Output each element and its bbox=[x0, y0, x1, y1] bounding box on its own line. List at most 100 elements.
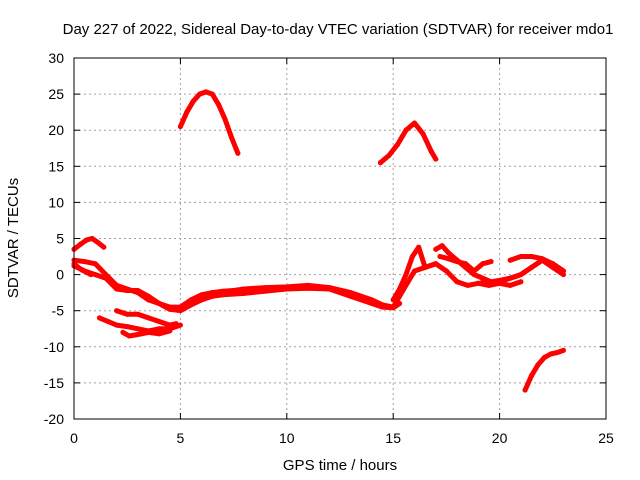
data-point bbox=[529, 373, 534, 379]
data-point bbox=[173, 321, 179, 327]
data-point bbox=[84, 269, 90, 275]
data-point bbox=[386, 153, 392, 158]
data-point bbox=[465, 282, 471, 288]
y-axis-label: SDTVAR / TECUs bbox=[5, 178, 22, 298]
data-point bbox=[529, 264, 534, 270]
data-point bbox=[209, 91, 215, 97]
data-point bbox=[75, 264, 81, 270]
data-point bbox=[177, 322, 183, 328]
y-tick-label: 30 bbox=[48, 50, 64, 66]
data-point bbox=[507, 282, 513, 288]
data-point bbox=[229, 134, 234, 140]
data-point bbox=[439, 243, 445, 249]
data-point bbox=[403, 272, 409, 278]
data-point bbox=[167, 306, 173, 312]
ticks: 0 5 10 15 20 25 -20 -15 -10 -5 0 5 10 15 20 25 30 bbox=[44, 50, 614, 446]
data-point bbox=[167, 322, 173, 328]
data-point bbox=[412, 120, 417, 126]
data-point bbox=[209, 293, 215, 299]
data-point bbox=[135, 332, 141, 337]
data-point bbox=[177, 308, 183, 314]
x-tick-label: 20 bbox=[492, 430, 508, 446]
y-tick-label: -10 bbox=[44, 339, 64, 355]
data-point bbox=[114, 308, 120, 314]
data-point bbox=[539, 256, 545, 262]
data-point bbox=[403, 127, 409, 133]
data-point bbox=[94, 239, 100, 245]
data-point bbox=[235, 150, 241, 156]
data-point bbox=[560, 272, 566, 278]
data-point bbox=[420, 131, 426, 137]
data-point bbox=[124, 288, 130, 293]
data-point bbox=[101, 244, 107, 250]
x-tick-label: 5 bbox=[177, 430, 185, 446]
data-point bbox=[548, 351, 554, 357]
data-point bbox=[560, 268, 566, 274]
data-point bbox=[454, 279, 460, 285]
series-arc-8 bbox=[177, 89, 241, 156]
data-point bbox=[380, 304, 386, 310]
data-point bbox=[114, 286, 120, 292]
data-point bbox=[433, 156, 439, 162]
data-point bbox=[135, 288, 141, 293]
data-point bbox=[397, 286, 403, 292]
data-point bbox=[416, 244, 422, 250]
data-point bbox=[135, 311, 141, 317]
data-point bbox=[377, 160, 383, 166]
data-point bbox=[156, 326, 162, 332]
y-tick-label: 0 bbox=[56, 267, 64, 283]
data-point bbox=[126, 333, 132, 339]
y-tick-label: -15 bbox=[44, 375, 64, 391]
series-group bbox=[71, 89, 566, 393]
data-point bbox=[437, 254, 443, 259]
chart-title: Day 227 of 2022, Sidereal Day-to-day VTE… bbox=[63, 21, 614, 38]
data-point bbox=[480, 261, 486, 267]
data-point bbox=[188, 297, 194, 303]
data-point bbox=[480, 279, 486, 285]
plot-frame bbox=[73, 57, 607, 420]
data-point bbox=[480, 275, 486, 281]
data-point bbox=[541, 355, 547, 361]
data-point bbox=[190, 98, 196, 104]
data-point bbox=[120, 329, 126, 335]
data-point bbox=[529, 254, 534, 259]
data-point bbox=[507, 275, 513, 281]
data-point bbox=[326, 286, 332, 292]
x-tick-label: 10 bbox=[279, 430, 295, 446]
data-point bbox=[488, 280, 494, 286]
data-point bbox=[97, 315, 102, 321]
data-point bbox=[124, 324, 130, 330]
data-point bbox=[135, 326, 141, 332]
data-point bbox=[177, 124, 183, 130]
data-point bbox=[550, 261, 556, 267]
data-point bbox=[522, 387, 528, 393]
data-point bbox=[390, 297, 396, 303]
data-point bbox=[422, 264, 428, 270]
data-point bbox=[124, 311, 130, 317]
data-point bbox=[241, 290, 247, 296]
data-point bbox=[507, 257, 513, 263]
data-point bbox=[471, 272, 477, 278]
data-point bbox=[241, 286, 247, 292]
data-point bbox=[284, 286, 290, 292]
data-point bbox=[443, 268, 449, 274]
x-tick-label: 25 bbox=[598, 430, 614, 446]
data-point bbox=[429, 149, 434, 155]
data-point bbox=[395, 142, 400, 148]
data-point bbox=[463, 261, 469, 267]
data-point bbox=[518, 254, 524, 259]
data-point bbox=[146, 293, 151, 299]
data-point bbox=[518, 272, 524, 278]
data-point bbox=[222, 116, 228, 122]
data-point bbox=[80, 267, 85, 273]
data-point bbox=[88, 272, 94, 278]
data-point bbox=[433, 261, 439, 267]
data-point bbox=[471, 268, 477, 274]
data-point bbox=[397, 301, 403, 306]
y-tick-label: 15 bbox=[48, 158, 64, 174]
x-axis-label: GPS time / hours bbox=[283, 457, 397, 474]
data-point bbox=[105, 319, 111, 324]
data-point bbox=[146, 315, 151, 321]
x-tick-label: 15 bbox=[385, 430, 401, 446]
